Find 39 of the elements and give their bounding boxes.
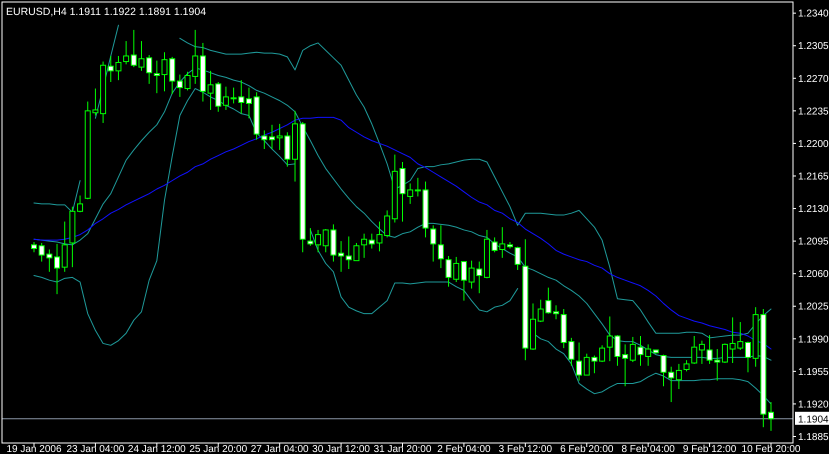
candlestick [430,224,436,262]
candlestick [691,336,698,364]
y-tick-label: 1.1990 [798,334,829,346]
y-tick-label: 1.1885 [798,432,829,443]
x-tick-label: 10 Feb 20:00 [742,444,801,454]
candlestick [514,246,521,270]
y-tick-label: 1.2235 [798,106,829,118]
x-tick-label: 24 Jan 12:00 [128,444,186,454]
y-tick-label: 1.2200 [798,138,829,150]
x-tick-label: 6 Feb 20:00 [560,444,614,454]
x-tick-label: 3 Feb 12:00 [498,444,552,454]
ref-line-label: 1.1904 [798,414,829,426]
x-tick-label: 2 Feb 04:00 [437,444,492,454]
y-tick-label: 1.1955 [798,366,829,378]
candlestick [684,360,690,372]
x-tick-label: 23 Jan 04:00 [66,444,125,454]
candlestick [676,363,682,390]
candlestick [576,342,582,382]
y-tick-label: 1.2270 [798,74,829,85]
x-tick-label: 9 Feb 12:00 [682,444,737,454]
y-tick-label: 1.2095 [798,236,829,248]
y-tick-label: 1.2060 [798,269,829,280]
x-tick-label: 19 Jan 2006 [6,444,62,454]
x-tick-label: 30 Jan 12:00 [312,444,370,454]
candlestick [123,40,130,65]
x-tick-label: 27 Jan 04:00 [250,444,310,454]
y-tick-label: 1.2340 [798,8,829,20]
candlestick [568,337,574,366]
line-series [34,116,772,350]
x-tick-label: 31 Jan 20:00 [374,444,432,454]
y-tick-label: 1.2025 [798,302,829,313]
y-tick-label: 1.1920 [798,399,829,410]
candlestick [361,233,368,258]
y-tick-label: 1.2165 [798,171,829,182]
chart-title: EURUSD,H4 1.1911 1.1922 1.1891 1.1904 [6,6,206,18]
y-tick-label: 1.2130 [798,204,829,216]
x-tick-label: 25 Jan 20:00 [189,444,248,454]
y-tick-label: 1.2305 [798,41,829,52]
x-tick-label: 8 Feb 04:00 [621,444,676,454]
